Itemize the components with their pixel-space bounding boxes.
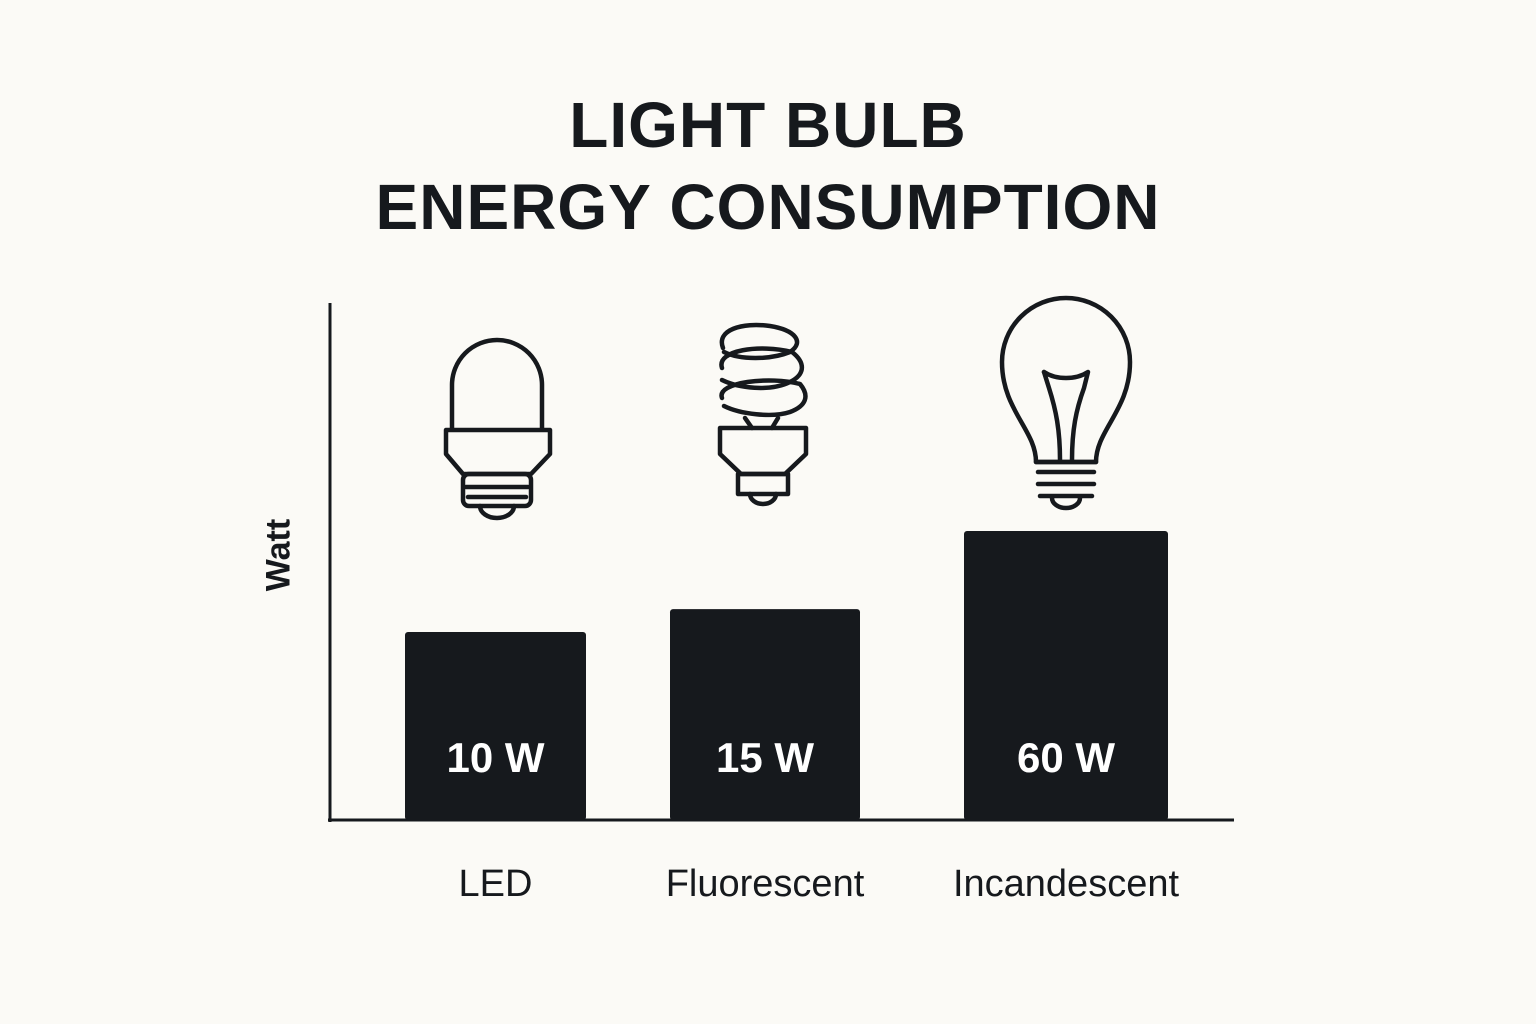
category-label-incandescent: Incandescent [953, 863, 1179, 905]
chart-title-line-1: LIGHT BULB [569, 89, 967, 161]
data-label-led: 10 W [446, 734, 544, 781]
category-label-led: LED [459, 863, 533, 905]
bars-group: 10 W LED 15 W Fluorescent 60 W Incandescent [405, 531, 1179, 905]
data-label-incandescent: 60 W [1017, 734, 1115, 781]
incandescent-bulb-icon [999, 295, 1133, 511]
bar-led [405, 632, 586, 820]
category-label-fluorescent: Fluorescent [666, 863, 865, 905]
bar-fluorescent [670, 609, 860, 820]
led-bulb-icon [443, 337, 553, 521]
bar-incandescent [964, 531, 1168, 820]
chart-title: LIGHT BULB ENERGY CONSUMPTION [0, 84, 1536, 248]
chart-title-line-2: ENERGY CONSUMPTION [375, 171, 1161, 243]
cfl-spiral-bulb-icon [717, 322, 809, 507]
data-label-fluorescent: 15 W [716, 734, 814, 781]
